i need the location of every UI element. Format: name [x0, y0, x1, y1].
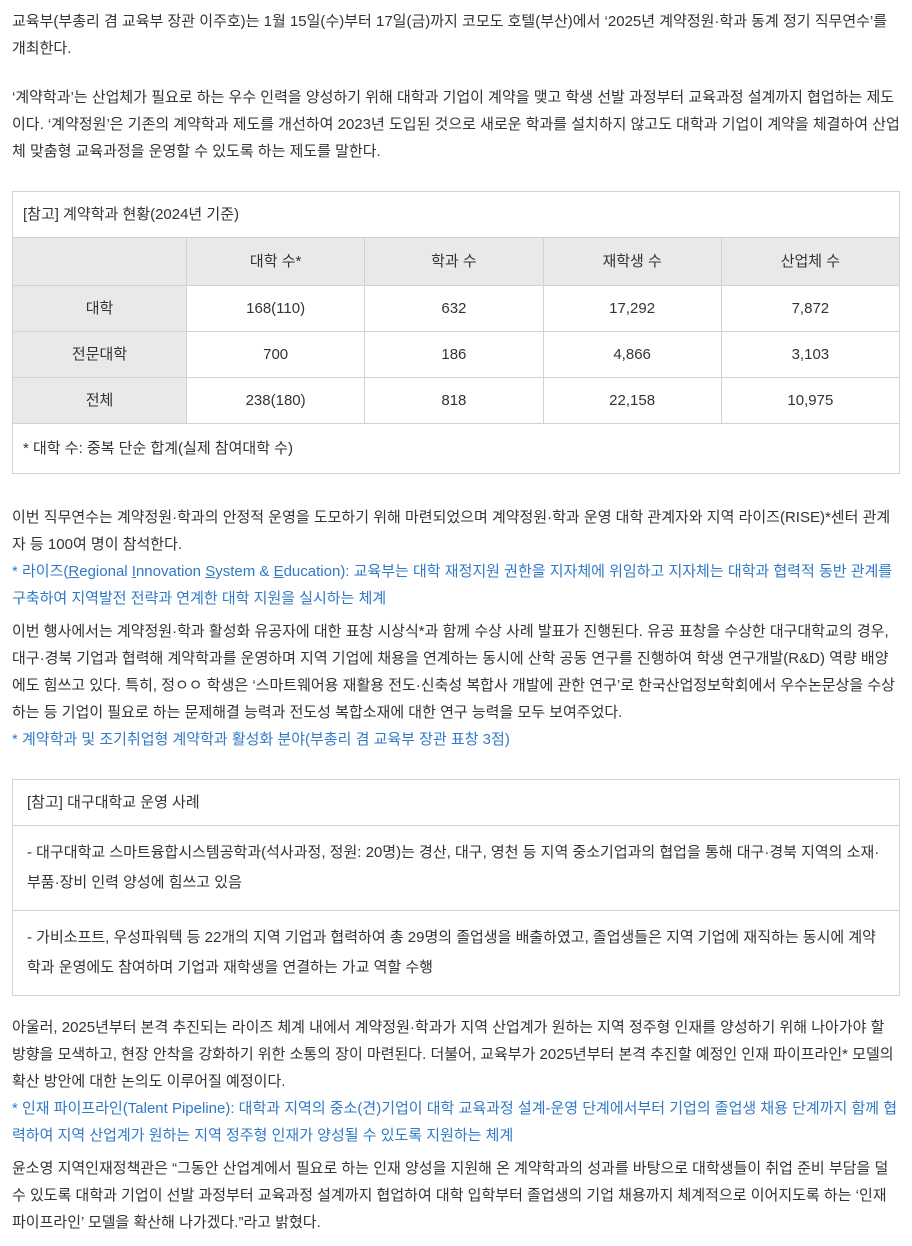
case-box-item: - 대구대학교 스마트융합시스템공학과(석사과정, 정원: 20명)는 경산, …	[13, 826, 899, 911]
footnote-rise-text: ): 교육부는 대학 재정지원 권한을 지자체에 위임하고 지자체는 대학과 협…	[12, 563, 893, 607]
paragraph-training-session: 이번 직무연수는 계약정원·학과의 안정적 운영을 도모하기 위해 마련되었으며…	[12, 509, 891, 553]
table-row-total: 전체 238(180) 818 22,158 10,975	[12, 377, 901, 424]
table-row-college: 전문대학 700 186 4,866 3,103	[12, 331, 901, 378]
training-session-block: 이번 직무연수는 계약정원·학과의 안정적 운영을 도모하기 위해 마련되었으며…	[12, 504, 900, 612]
footnote-talent-pipeline: * 인재 파이프라인(Talent Pipeline): 대학과 지역의 중소(…	[12, 1100, 898, 1144]
row-label: 대학	[12, 285, 187, 332]
row-label: 전체	[12, 377, 187, 424]
footnote-rise-text: * 라이즈(	[12, 563, 69, 580]
footnote-rise: * 라이즈(Regional Innovation System & Educa…	[12, 558, 900, 612]
table-footnote: * 대학 수: 중복 단순 합계(실제 참여대학 수)	[12, 423, 900, 474]
column-header-univ-count: 대학 수*	[185, 237, 366, 286]
paragraph-definitions: ‘계약학과’는 산업체가 필요로 하는 우수 인력을 양성하기 위해 대학과 기…	[12, 89, 900, 160]
table-cell: 238(180)	[185, 377, 366, 424]
table-cell: 10,975	[720, 377, 901, 424]
table-cell: 818	[364, 377, 544, 424]
column-header-student-count: 재학생 수	[542, 237, 722, 286]
column-header-dept-count: 학과 수	[364, 237, 544, 286]
row-label: 전문대학	[12, 331, 187, 378]
table-cell: 17,292	[542, 285, 722, 332]
table-cell: 168(110)	[185, 285, 366, 332]
column-header-industry-count: 산업체 수	[720, 237, 901, 286]
footnote-rise-text: R	[68, 563, 80, 580]
case-box-item: - 가비소프트, 우성파워텍 등 22개의 지역 기업과 협력하여 총 29명의…	[27, 929, 876, 976]
award-ceremony-block: 이번 행사에서는 계약정원·학과 활성화 유공자에 대한 표창 시상식*과 함께…	[12, 618, 900, 753]
paragraph-award-ceremony: 이번 행사에서는 계약정원·학과 활성화 유공자에 대한 표창 시상식*과 함께…	[12, 623, 895, 721]
table-cell: 186	[364, 331, 544, 378]
table-cell: 22,158	[542, 377, 722, 424]
footnote-rise-text: S	[205, 563, 216, 580]
table-cell: 4,866	[542, 331, 722, 378]
table-cell: 3,103	[720, 331, 901, 378]
column-header-empty	[12, 237, 187, 286]
table-title-row: [참고] 계약학과 현황(2024년 기준)	[12, 191, 900, 238]
footnote-rise-text: E	[273, 563, 284, 580]
table-header-row: 대학 수* 학과 수 재학생 수 산업체 수	[12, 237, 901, 286]
case-box-title: [참고] 대구대학교 운영 사례	[13, 780, 899, 826]
footnote-rise-text: I	[131, 563, 136, 580]
rise-plan-block: 아울러, 2025년부터 본격 추진되는 라이즈 체계 내에서 계약정원·학과가…	[12, 1014, 900, 1149]
footnote-rise-text: ducation	[283, 563, 341, 580]
footnote-rise-text: nnovation	[135, 563, 206, 580]
daegu-university-case-box: [참고] 대구대학교 운영 사례 - 대구대학교 스마트융합시스템공학과(석사과…	[12, 779, 900, 996]
paragraph-official-quote: 윤소영 지역인재정책관은 “그동안 산업계에서 필요로 하는 인재 양성을 지원…	[12, 1160, 889, 1231]
paragraph-rise-plan: 아울러, 2025년부터 본격 추진되는 라이즈 체계 내에서 계약정원·학과가…	[12, 1019, 894, 1090]
paragraph-intro: 교육부(부총리 겸 교육부 장관 이주호)는 1월 15일(수)부터 17일(금…	[12, 13, 888, 57]
table-title: [참고] 계약학과 현황(2024년 기준)	[12, 191, 900, 238]
contract-dept-status-table: [참고] 계약학과 현황(2024년 기준) 대학 수* 학과 수 재학생 수 …	[12, 191, 901, 474]
footnote-rise-text: ystem &	[215, 563, 274, 580]
table-row-university: 대학 168(110) 632 17,292 7,872	[12, 285, 901, 332]
footnote-rise-text: egional	[79, 563, 132, 580]
table-cell: 7,872	[720, 285, 901, 332]
footnote-award: * 계약학과 및 조기취업형 계약학과 활성화 분야(부총리 겸 교육부 장관 …	[12, 731, 510, 748]
table-cell: 632	[364, 285, 544, 332]
table-footnote-row: * 대학 수: 중복 단순 합계(실제 참여대학 수)	[12, 423, 900, 474]
table-cell: 700	[185, 331, 366, 378]
